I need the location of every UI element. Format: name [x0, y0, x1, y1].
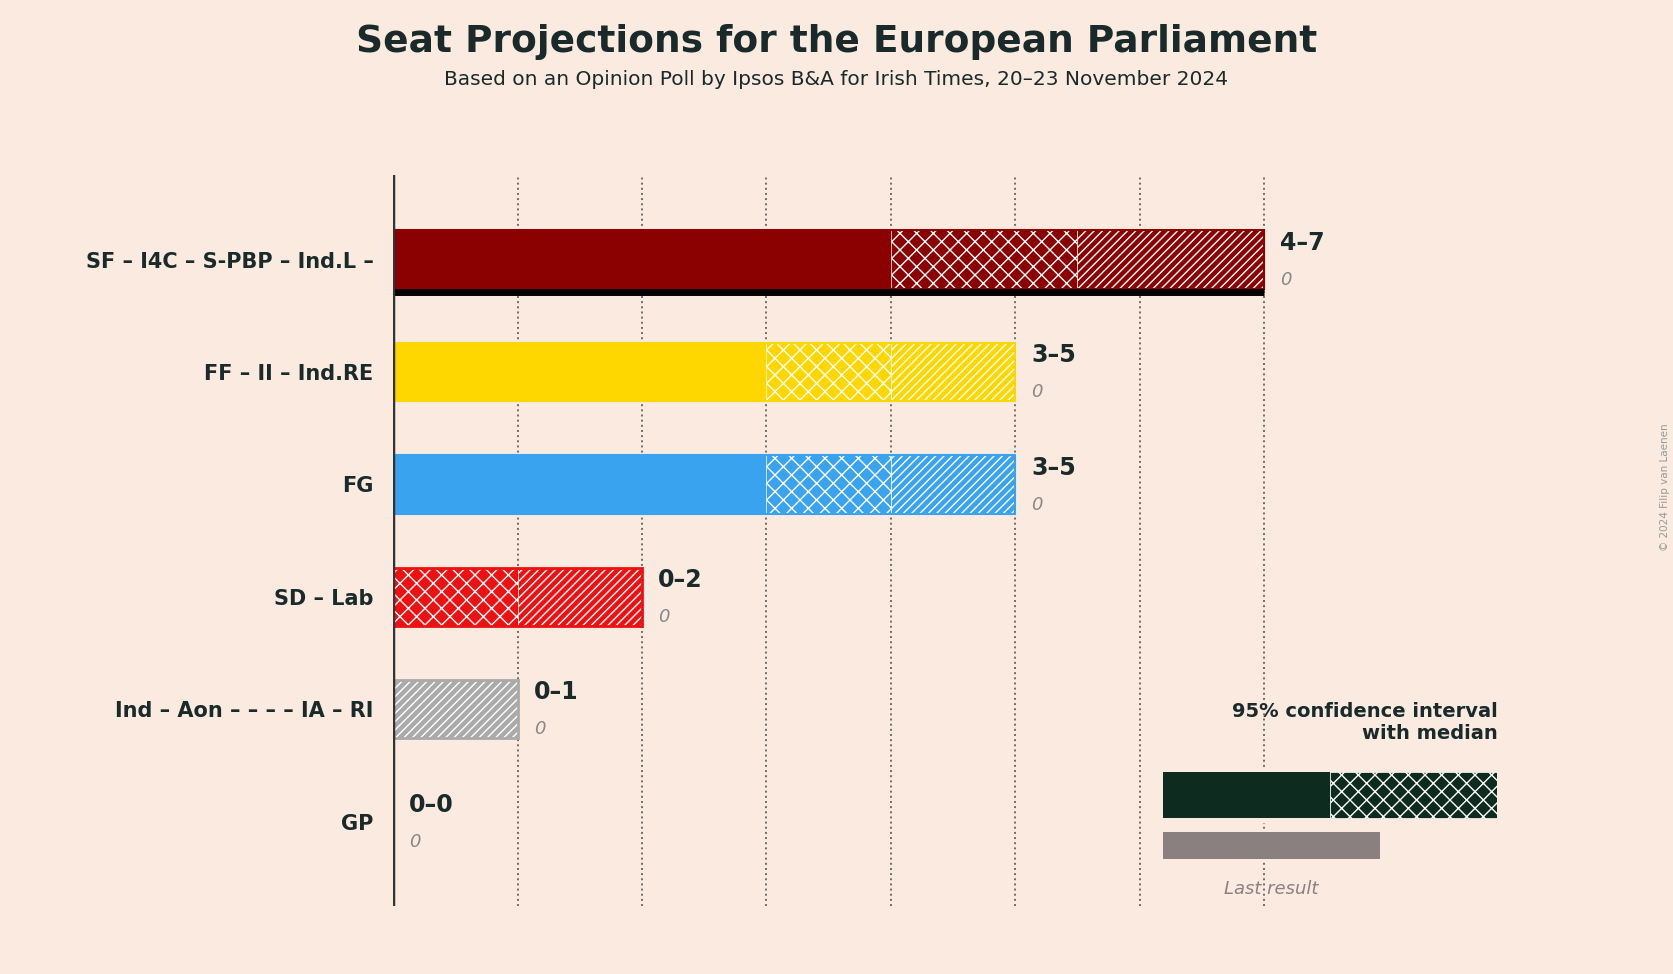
- Bar: [1163, 832, 1380, 858]
- Bar: [1330, 771, 1497, 818]
- Bar: [890, 231, 1077, 289]
- Bar: [766, 343, 890, 401]
- Bar: [517, 568, 642, 626]
- Bar: [393, 343, 766, 401]
- Text: 3–5: 3–5: [1031, 456, 1076, 479]
- Bar: [890, 231, 1077, 289]
- Text: Last result: Last result: [1225, 880, 1318, 898]
- Bar: [890, 455, 1016, 513]
- Text: 0: 0: [534, 721, 545, 738]
- Bar: [1077, 231, 1265, 289]
- Bar: [890, 343, 1016, 401]
- Bar: [1077, 231, 1265, 289]
- Bar: [393, 680, 517, 738]
- Text: 0: 0: [410, 833, 422, 850]
- Bar: [766, 455, 890, 513]
- Bar: [890, 455, 1016, 513]
- Bar: [1163, 771, 1330, 818]
- Bar: [517, 568, 642, 626]
- Bar: [766, 343, 890, 401]
- Bar: [766, 455, 890, 513]
- Bar: [393, 455, 766, 513]
- Text: 0: 0: [1031, 496, 1042, 513]
- Text: 0: 0: [1280, 271, 1292, 289]
- Text: Based on an Opinion Poll by Ipsos B&A for Irish Times, 20–23 November 2024: Based on an Opinion Poll by Ipsos B&A fo…: [445, 70, 1228, 90]
- Bar: [890, 343, 1016, 401]
- Text: 3–5: 3–5: [1031, 343, 1076, 367]
- Text: 0–0: 0–0: [410, 793, 453, 816]
- Bar: [393, 568, 517, 626]
- Text: 4–7: 4–7: [1280, 231, 1325, 255]
- Text: 0: 0: [657, 608, 669, 626]
- Text: 0–2: 0–2: [657, 568, 703, 592]
- Bar: [393, 568, 517, 626]
- Text: 0–1: 0–1: [534, 680, 579, 704]
- Text: © 2024 Filip van Laenen: © 2024 Filip van Laenen: [1660, 423, 1670, 551]
- Text: 0: 0: [1031, 383, 1042, 401]
- Text: 95% confidence interval
with median: 95% confidence interval with median: [1231, 702, 1497, 743]
- Bar: [393, 231, 890, 289]
- Bar: [393, 680, 517, 738]
- Text: Seat Projections for the European Parliament: Seat Projections for the European Parlia…: [356, 24, 1317, 60]
